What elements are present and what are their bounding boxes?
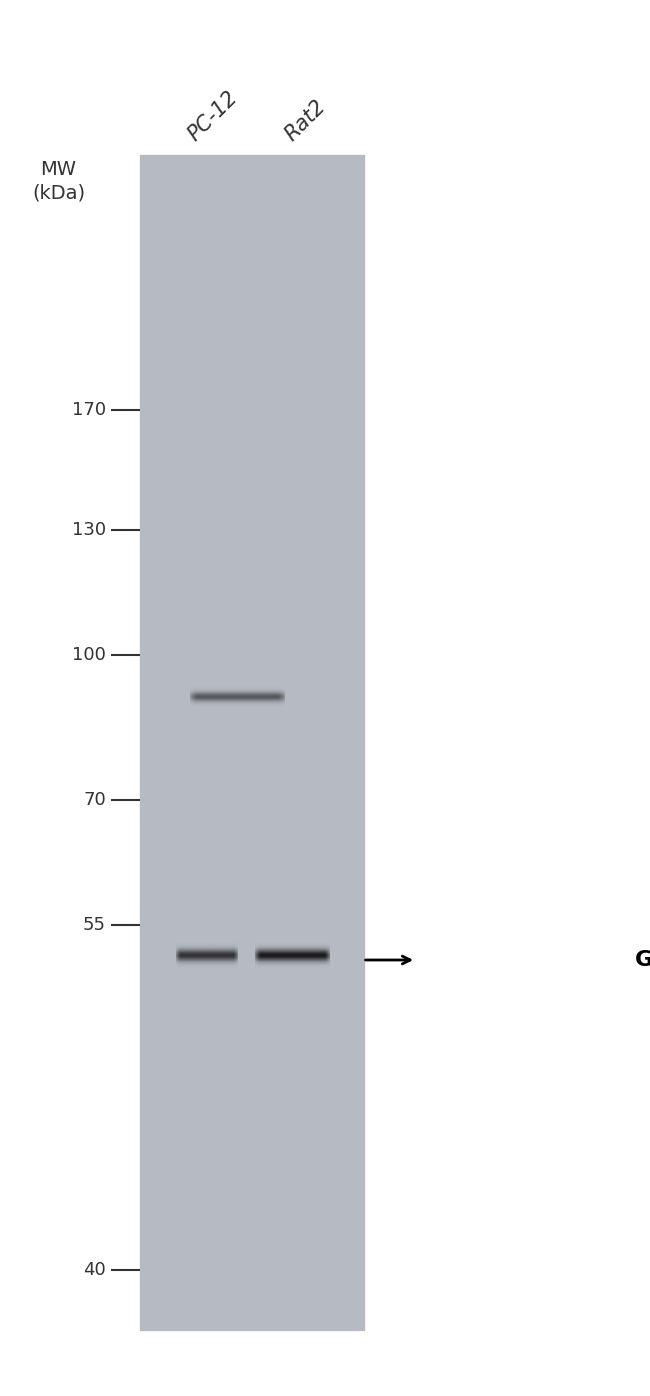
Text: 130: 130 xyxy=(72,521,106,539)
Text: 70: 70 xyxy=(83,792,106,810)
Text: 40: 40 xyxy=(83,1261,106,1279)
Text: 170: 170 xyxy=(72,401,106,419)
Text: G6PD: G6PD xyxy=(635,951,650,970)
Text: PC-12: PC-12 xyxy=(184,88,242,145)
Text: 55: 55 xyxy=(83,916,106,934)
Text: MW
(kDa): MW (kDa) xyxy=(32,161,85,202)
Text: 100: 100 xyxy=(72,646,106,664)
Text: Rat2: Rat2 xyxy=(281,96,330,145)
Bar xyxy=(140,155,364,1330)
